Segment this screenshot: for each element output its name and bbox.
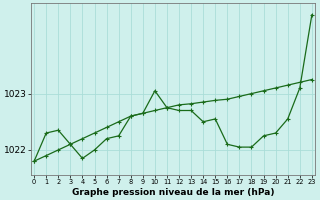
X-axis label: Graphe pression niveau de la mer (hPa): Graphe pression niveau de la mer (hPa) <box>72 188 274 197</box>
